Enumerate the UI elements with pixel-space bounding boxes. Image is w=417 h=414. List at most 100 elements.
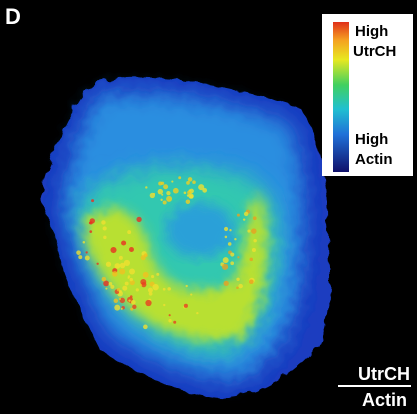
hotspot xyxy=(136,216,142,223)
hotspot xyxy=(91,199,95,203)
hotspot xyxy=(82,241,86,244)
hotspot xyxy=(188,193,194,199)
hotspot xyxy=(129,277,133,282)
hotspot xyxy=(162,200,167,205)
hotspot xyxy=(152,283,159,291)
hotspot xyxy=(168,314,171,317)
hotspot xyxy=(166,190,171,196)
hotspot xyxy=(249,257,254,262)
hotspot xyxy=(230,261,235,266)
hotspots xyxy=(76,176,257,330)
hotspot xyxy=(221,263,229,270)
panel-label: D xyxy=(5,4,21,29)
hotspot xyxy=(110,246,117,254)
hotspot xyxy=(160,198,163,202)
hotspot xyxy=(156,272,160,276)
hotspot xyxy=(141,282,147,288)
hotspot xyxy=(96,262,99,265)
hotspot xyxy=(237,256,240,259)
hotspot xyxy=(157,188,164,195)
hotspot xyxy=(247,229,251,233)
hotspot xyxy=(127,275,131,278)
hotspot xyxy=(183,303,188,308)
hotspot xyxy=(230,252,235,257)
hotspot xyxy=(114,263,121,269)
hotspot xyxy=(149,192,156,199)
hotspot xyxy=(249,279,254,285)
hotspot xyxy=(166,195,173,202)
hotspot xyxy=(253,238,257,243)
hotspot xyxy=(234,238,237,241)
hotspot xyxy=(78,255,83,260)
hotspot xyxy=(187,177,193,182)
hotspot xyxy=(113,298,119,304)
hotspot xyxy=(172,187,179,194)
hotspot xyxy=(124,281,129,286)
hotspot xyxy=(183,191,187,195)
hotspot xyxy=(127,230,132,235)
hotspot xyxy=(103,235,107,240)
hotspot xyxy=(173,320,177,324)
hotspot xyxy=(148,291,153,296)
hotspot xyxy=(130,307,134,311)
hotspot xyxy=(145,186,148,189)
hotspot xyxy=(145,299,152,307)
hotspot xyxy=(227,242,232,246)
hotspot xyxy=(119,268,126,275)
cell-center xyxy=(165,202,235,258)
hotspot xyxy=(76,250,81,255)
hotspot xyxy=(135,288,139,292)
hotspot xyxy=(190,293,193,296)
hotspot xyxy=(202,187,208,193)
hotspot xyxy=(162,287,166,291)
hotspot xyxy=(186,181,190,185)
hotspot xyxy=(122,285,128,291)
hotspot xyxy=(123,259,131,267)
hotspot xyxy=(229,229,232,232)
hotspot xyxy=(185,199,191,204)
hotspot xyxy=(222,257,229,264)
hotspot xyxy=(130,299,136,305)
hotspot xyxy=(236,277,240,282)
hotspot xyxy=(129,268,135,275)
hotspot xyxy=(105,261,112,267)
hotspot xyxy=(110,284,115,289)
hotspot xyxy=(243,211,249,217)
hotspot xyxy=(118,297,122,301)
hotspot xyxy=(185,284,188,288)
legend-top-line2: UtrCH xyxy=(353,43,396,60)
hotspot xyxy=(118,290,122,294)
hotspot xyxy=(192,180,196,184)
hotspot xyxy=(142,271,149,278)
hotspot xyxy=(252,216,257,221)
hotspot xyxy=(163,303,166,307)
hotspot xyxy=(251,248,256,253)
hotspot xyxy=(223,280,229,287)
hotspot xyxy=(238,283,243,289)
hotspot xyxy=(102,226,107,231)
hotspot xyxy=(84,255,90,261)
hotspot xyxy=(236,286,239,290)
hotspot xyxy=(178,176,182,180)
hotspot xyxy=(128,299,131,302)
legend-top-line1: High xyxy=(355,23,388,40)
hotspot xyxy=(119,262,126,269)
hotspot xyxy=(168,319,172,323)
hotspot xyxy=(198,184,205,191)
hotspot xyxy=(101,276,107,282)
hotspot xyxy=(163,184,169,190)
hotspot xyxy=(128,246,134,252)
hotspot xyxy=(120,307,123,310)
hotspot xyxy=(167,287,171,291)
hotspot xyxy=(114,304,121,311)
hotspot xyxy=(150,274,155,279)
cell xyxy=(42,77,330,399)
hotspot xyxy=(103,280,109,287)
hotspot xyxy=(158,181,163,186)
hotspot xyxy=(161,193,164,196)
hotspot xyxy=(251,228,257,234)
hotspot xyxy=(121,240,127,246)
ratio-numerator: UtrCH xyxy=(358,364,410,384)
hotspot xyxy=(88,221,92,225)
